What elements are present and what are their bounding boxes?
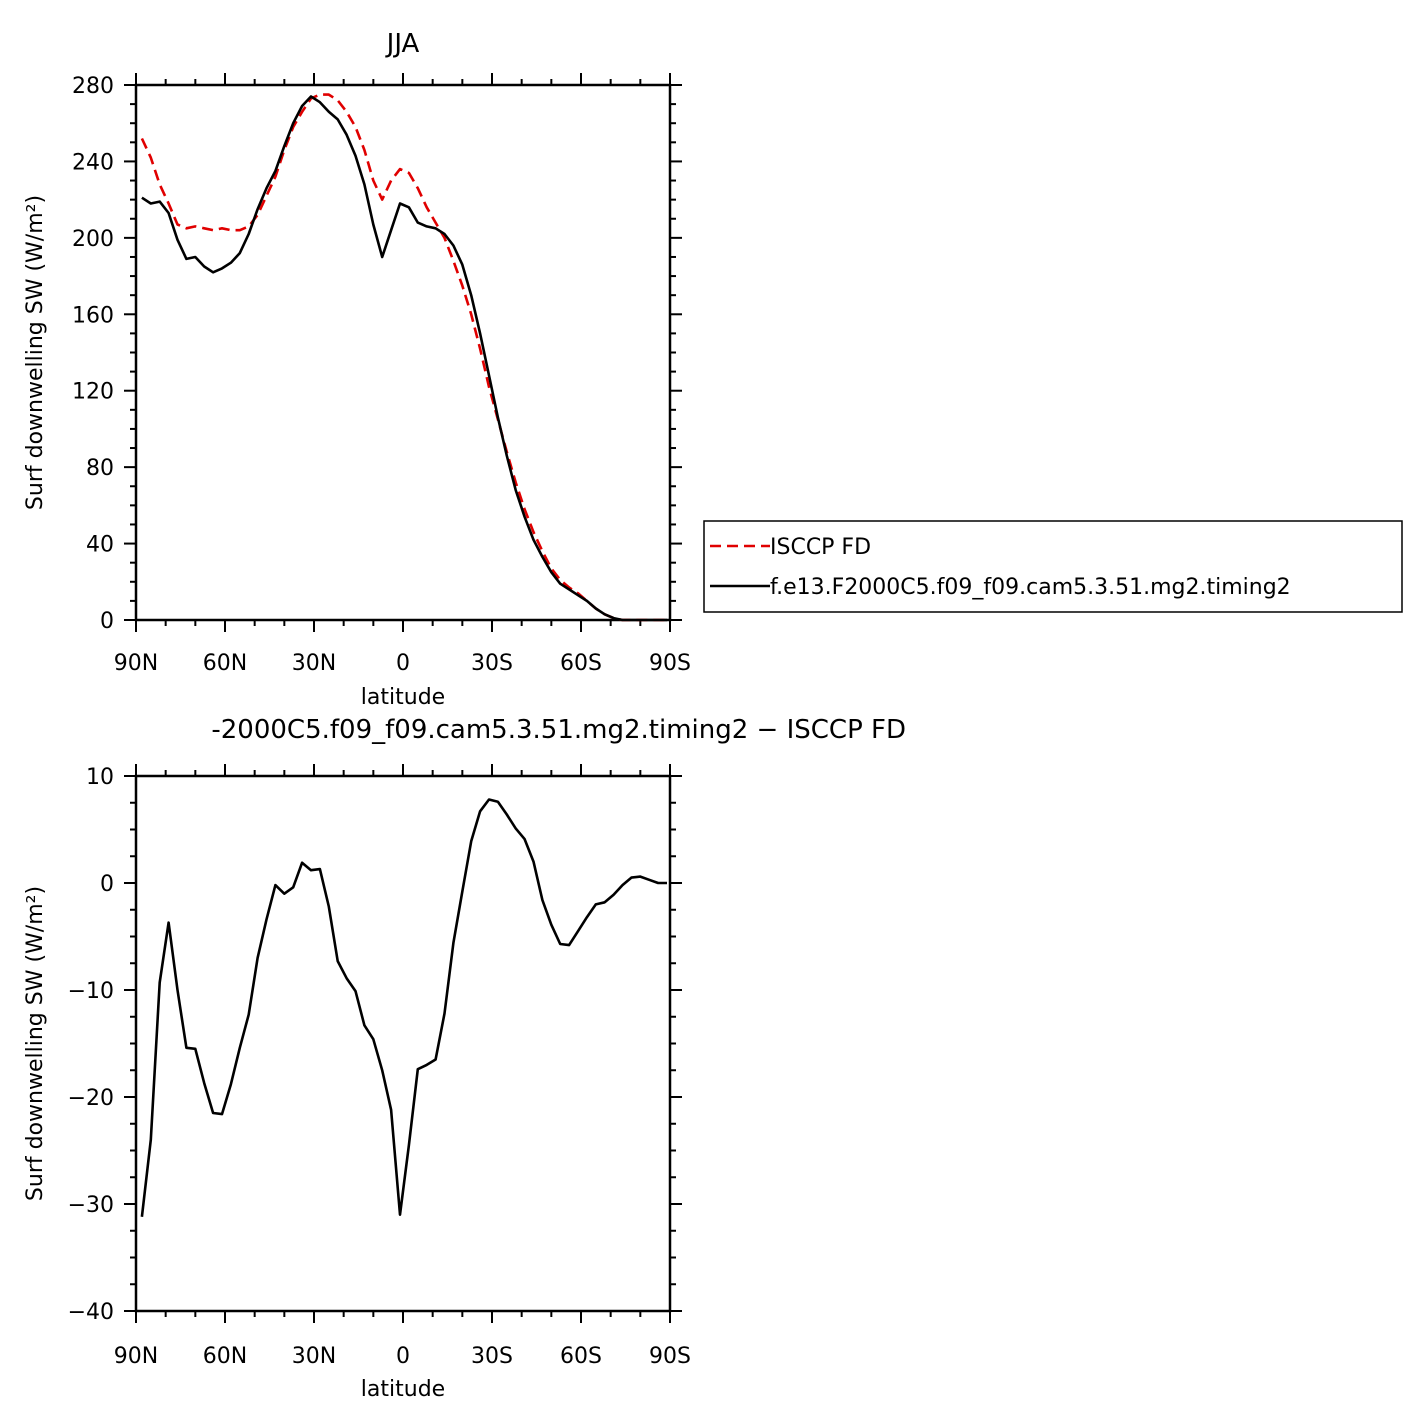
panel2-y-tick-label: −20	[68, 1086, 114, 1111]
panel2-x-tick-label: 60S	[560, 1344, 602, 1369]
panel1-x-tick-label: 60N	[203, 651, 247, 676]
panel2-x-tick-label: 60N	[203, 1344, 247, 1369]
panel1-x-tick-label: 30N	[292, 651, 336, 676]
panel1-series-line-2	[141, 95, 667, 622]
panel1-x-tick-label: 90N	[114, 651, 158, 676]
legend-label-1: ISCCP FD	[770, 535, 871, 560]
panel2-y-tick-label: 10	[86, 765, 114, 790]
panel1-y-tick-label: 280	[72, 74, 114, 99]
panel2-y-tick-label: −30	[68, 1193, 114, 1218]
panel2-x-tick-label: 30S	[471, 1344, 513, 1369]
panel1-x-tick-label: 60S	[560, 651, 602, 676]
panel1-y-axis-label: Surf downwelling SW (W/m²)	[23, 195, 48, 510]
panel1-y-tick-label: 120	[72, 380, 114, 405]
panel1-y-tick-label: 40	[86, 533, 114, 558]
panel2-x-tick-label: 0	[396, 1344, 410, 1369]
panel2-series-line-1	[140, 798, 667, 1217]
panel1-x-axis-label: latitude	[361, 685, 445, 710]
panel1-y-tick-label: 80	[86, 456, 114, 481]
panel1-x-tick-label: 90S	[649, 651, 691, 676]
panel2-y-tick-label: −40	[68, 1300, 114, 1325]
panel2-y-tick-label: 0	[100, 872, 114, 897]
panel1-series-line-1	[140, 93, 667, 622]
panel1-y-tick-label: 0	[100, 609, 114, 634]
panel1-plot-frame	[134, 83, 672, 622]
panel2-x-tick-label: 90N	[114, 1344, 158, 1369]
panel2-y-axis-label: Surf downwelling SW (W/m²)	[23, 886, 48, 1201]
panel1-chart-title: JJA	[385, 29, 420, 59]
panel2-y-tick-label: −10	[68, 979, 114, 1004]
panel2-x-tick-label: 90S	[649, 1344, 691, 1369]
panel1-x-tick-label: 0	[396, 651, 410, 676]
panel2-chart-title: -2000C5.f09_f09.cam5.3.51.mg2.timing2 − …	[211, 715, 906, 745]
panel1-y-tick-label: 240	[72, 150, 114, 175]
panel1-y-tick-label: 160	[72, 303, 114, 328]
panel2-x-axis-label: latitude	[361, 1377, 445, 1402]
panel2-plot-frame	[134, 774, 672, 1313]
legend-label-2: f.e13.F2000C5.f09_f09.cam5.3.51.mg2.timi…	[770, 575, 1291, 600]
panel1-y-tick-label: 200	[72, 227, 114, 252]
legend-box	[703, 520, 1403, 613]
panel2-x-tick-label: 30N	[292, 1344, 336, 1369]
panel1-x-tick-label: 30S	[471, 651, 513, 676]
